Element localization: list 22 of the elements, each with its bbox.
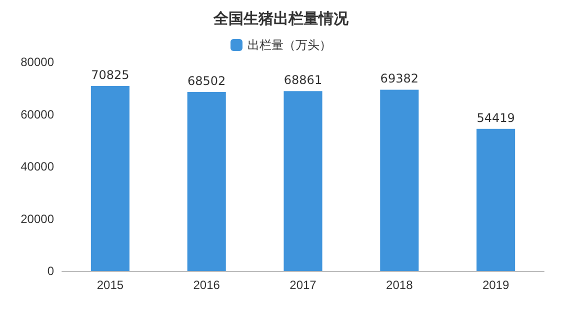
bar [187,92,226,271]
y-tick-label: 60000 [20,107,54,122]
bar [284,91,322,271]
x-tick-label: 2016 [193,278,220,292]
data-label: 68861 [284,73,322,88]
x-tick-label: 2019 [482,278,510,292]
chart-title: 全国生猪出栏量情况 [212,10,350,28]
data-label: 70825 [91,68,130,82]
bar [90,86,130,271]
y-tick-label: 40000 [20,160,54,174]
x-tick-label: 2017 [290,278,317,292]
bar [380,90,419,271]
bar [476,128,516,271]
legend-label: 出栏量（万头） [248,38,332,52]
x-tick-label: 2015 [96,278,124,292]
data-label: 54419 [476,110,515,125]
y-tick-label: 0 [47,264,54,278]
x-tick-label: 2018 [386,278,414,292]
y-tick-label: 20000 [20,212,54,226]
data-label: 69382 [380,72,418,86]
y-tick-label: 80000 [20,55,54,69]
data-label: 68502 [188,74,226,88]
